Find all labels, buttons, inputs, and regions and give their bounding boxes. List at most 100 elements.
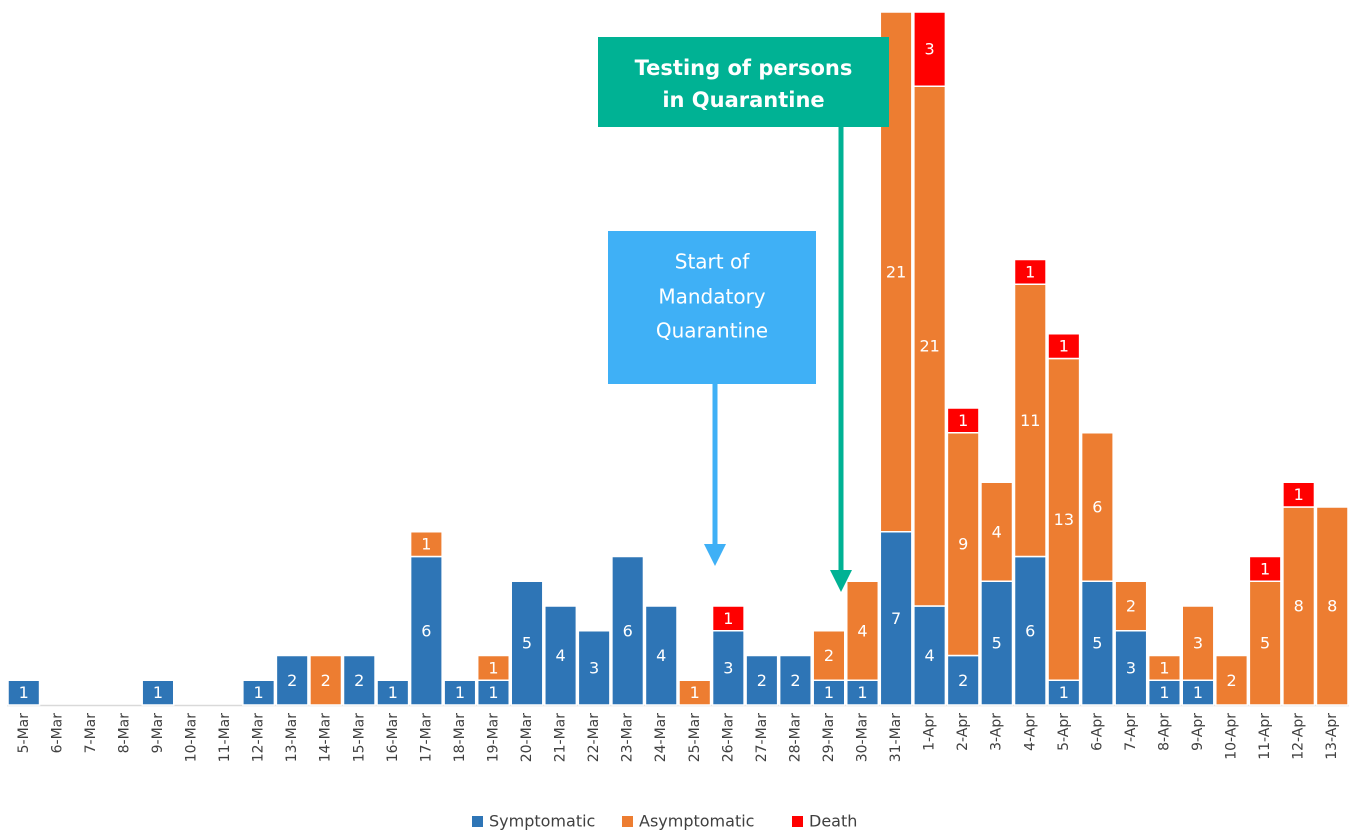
bar-segment — [1047, 357, 1081, 681]
value-label: 1 — [1193, 683, 1203, 702]
x-tick-label: 10-Mar — [184, 713, 200, 763]
bar-segment — [409, 555, 443, 706]
value-label: 2 — [790, 671, 800, 690]
x-tick-label: 19-Mar — [485, 713, 501, 763]
bar-segment — [309, 654, 343, 706]
bar-segment — [946, 407, 980, 434]
bar-segment — [711, 630, 745, 706]
value-label: 3 — [589, 658, 599, 677]
bar-segment — [1248, 555, 1282, 582]
x-tick-label: 5-Mar — [16, 713, 32, 754]
value-label: 5 — [1092, 634, 1102, 653]
x-tick-label: 18-Mar — [452, 713, 468, 763]
x-tick-label: 13-Mar — [284, 713, 300, 763]
value-label: 3 — [925, 40, 935, 59]
bar-segment — [913, 11, 947, 87]
bar-segment — [476, 654, 511, 681]
value-label: 1 — [488, 658, 498, 677]
x-tick-label: 7-Apr — [1123, 713, 1139, 751]
bar-segment — [980, 481, 1014, 582]
x-tick-label: 24-Mar — [653, 713, 669, 763]
bar-segment — [778, 654, 812, 706]
value-label: 6 — [421, 621, 431, 640]
bar-segment — [611, 555, 645, 706]
value-label: 1 — [388, 683, 398, 702]
bar-segment — [1147, 654, 1181, 681]
value-label: 5 — [992, 634, 1002, 653]
value-label: 5 — [1260, 634, 1270, 653]
x-tick-label: 15-Mar — [351, 713, 367, 763]
x-tick-label: 12-Mar — [251, 713, 267, 763]
value-label: 6 — [623, 621, 633, 640]
value-label: 2 — [321, 671, 331, 690]
value-label: 4 — [656, 646, 666, 665]
bar-segment — [7, 679, 41, 706]
value-label: 7 — [891, 609, 901, 628]
value-label: 2 — [824, 646, 834, 665]
value-label: 8 — [1327, 597, 1337, 616]
x-tick-label: 14-Mar — [318, 713, 334, 763]
x-tick-label: 21-Mar — [553, 713, 569, 763]
bar-segment — [913, 85, 947, 607]
value-label: 6 — [1092, 498, 1102, 517]
value-label: 4 — [925, 646, 935, 665]
x-tick-label: 4-Apr — [1022, 713, 1038, 751]
value-label: 1 — [1260, 559, 1270, 578]
value-label: 2 — [757, 671, 767, 690]
bar-segment — [275, 654, 309, 706]
bar-segment — [745, 654, 779, 706]
x-tick-label: 29-Mar — [821, 713, 837, 763]
value-label: 4 — [555, 646, 565, 665]
x-tick-label: 1-Apr — [922, 713, 938, 751]
bar-segment — [1315, 506, 1349, 706]
value-label: 3 — [723, 658, 733, 677]
x-tick-label: 7-Mar — [83, 713, 99, 754]
value-label: 21 — [886, 262, 906, 281]
x-tick-label: 13-Apr — [1324, 713, 1340, 760]
x-tick-label: 23-Mar — [620, 713, 636, 763]
value-label: 3 — [1126, 658, 1136, 677]
bar-segment — [510, 580, 544, 706]
x-tick-label: 6-Apr — [1089, 713, 1105, 751]
annotation-text: Quarantine — [656, 319, 768, 343]
value-label: 4 — [992, 522, 1002, 541]
value-label: 21 — [919, 337, 939, 356]
bar-segment — [1013, 258, 1047, 285]
x-tick-label: 26-Mar — [720, 713, 736, 763]
annotation-text: Mandatory — [658, 285, 765, 309]
bar-segment — [812, 679, 846, 706]
bar-segment — [141, 679, 175, 706]
annotation-text: in Quarantine — [662, 88, 824, 112]
x-tick-label: 8-Apr — [1156, 713, 1172, 751]
value-label: 1 — [1294, 485, 1304, 504]
value-label: 1 — [723, 609, 733, 628]
x-tick-label: 12-Apr — [1291, 713, 1307, 760]
value-label: 1 — [421, 535, 431, 554]
x-tick-label: 3-Apr — [989, 713, 1005, 751]
value-label: 1 — [488, 683, 498, 702]
value-label: 1 — [455, 683, 465, 702]
bar-segment — [678, 679, 712, 706]
bar-segment — [1080, 432, 1114, 582]
x-tick-label: 22-Mar — [586, 713, 602, 763]
x-tick-label: 9-Apr — [1190, 713, 1206, 751]
legend-swatch — [472, 816, 483, 827]
x-tick-label: 10-Apr — [1224, 713, 1240, 760]
value-label: 1 — [19, 683, 29, 702]
annotation-arrowhead — [704, 544, 726, 566]
x-tick-label: 28-Mar — [787, 713, 803, 763]
bar-segment — [476, 679, 511, 706]
x-tick-label: 17-Mar — [418, 713, 434, 763]
bar-segment — [1047, 333, 1081, 360]
x-tick-label: 25-Mar — [687, 713, 703, 763]
x-tick-label: 9-Mar — [150, 713, 166, 754]
bar-segment — [544, 605, 578, 706]
value-label: 1 — [254, 683, 264, 702]
value-label: 1 — [1059, 337, 1069, 356]
bar-segment — [1080, 580, 1114, 706]
annotation-box — [598, 37, 889, 127]
value-label: 11 — [1020, 411, 1040, 430]
bar-segment — [644, 605, 678, 706]
legend-swatch — [792, 816, 803, 827]
bar-segment — [1215, 654, 1249, 706]
